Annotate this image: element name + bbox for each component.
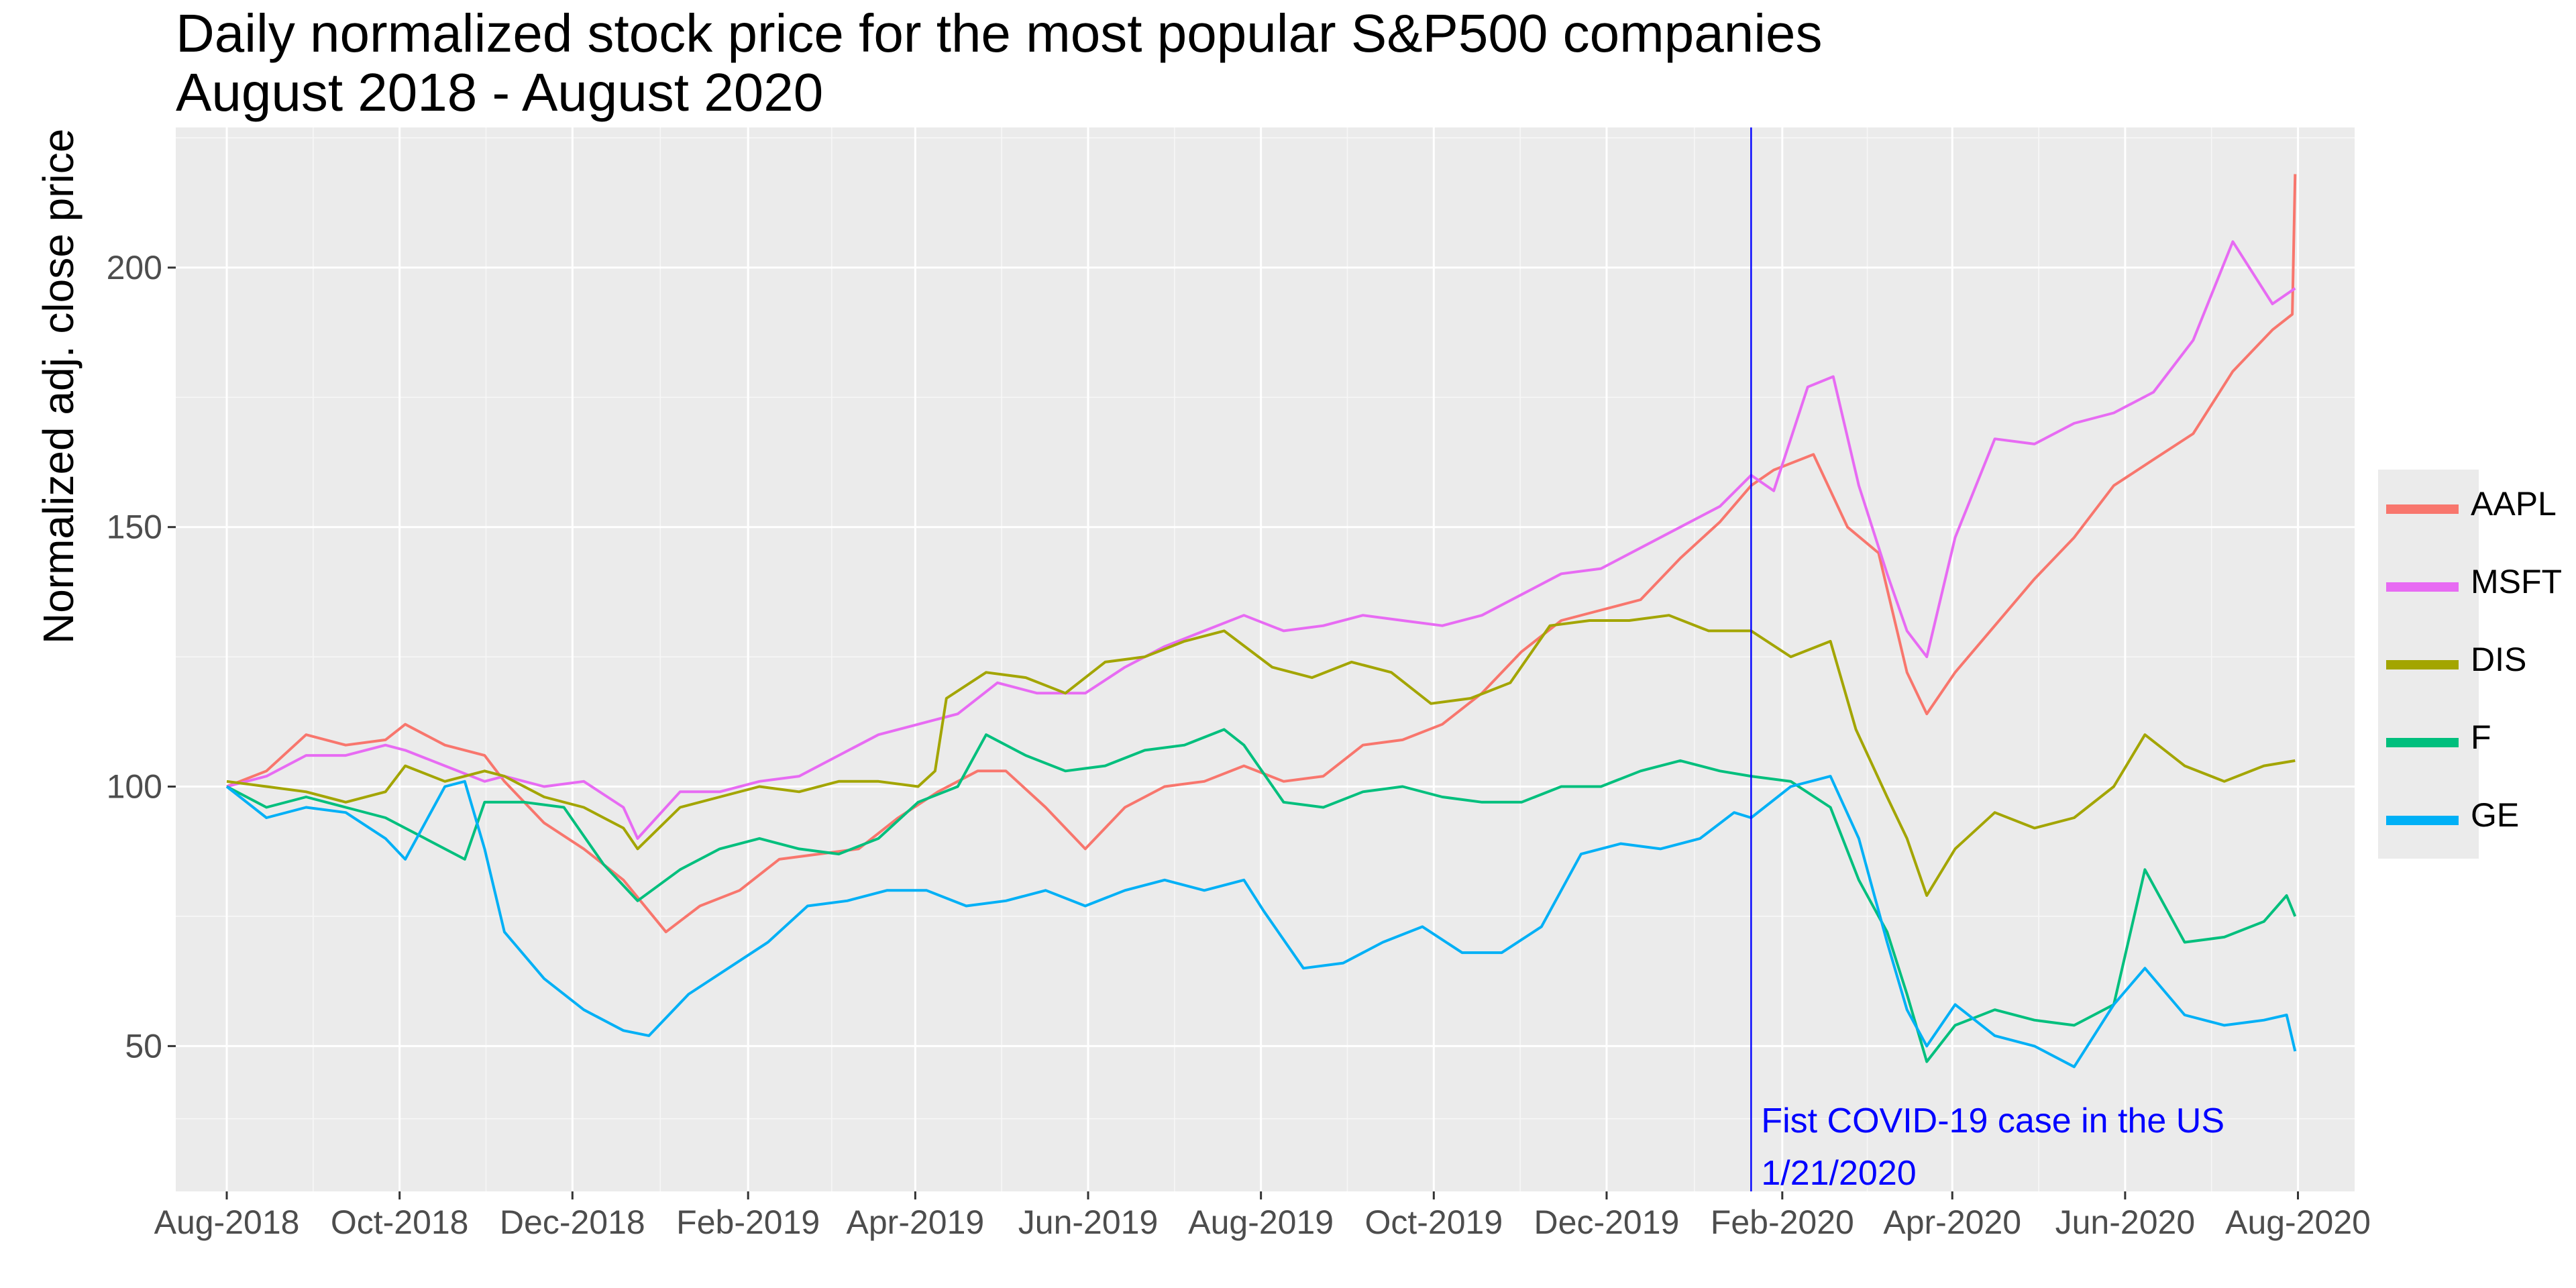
legend-label: AAPL [2471, 485, 2557, 523]
chart-subtitle: August 2018 - August 2020 [176, 62, 824, 122]
legend-label: F [2471, 718, 2491, 756]
legend-swatch [2386, 582, 2459, 592]
y-tick-label: 150 [107, 508, 162, 546]
chart-title-line1: Daily normalized stock price for the mos… [176, 3, 1823, 63]
legend: AAPL MSFT DIS F GE [2378, 470, 2562, 859]
series-line-dis [226, 614, 2296, 897]
series-line-msft [226, 240, 2296, 840]
legend-item-msft: MSFT [2378, 547, 2562, 625]
covid-annotation-date: 1/21/2020 [1761, 1154, 1916, 1193]
x-tick-label: Aug-2019 [1188, 1203, 1334, 1241]
x-tick-label: Feb-2020 [1711, 1203, 1854, 1241]
x-tick-label: Aug-2018 [154, 1203, 300, 1241]
x-tick-label: Oct-2019 [1364, 1203, 1503, 1241]
legend-item-aapl: AAPL [2378, 470, 2557, 547]
series-line-aapl [226, 174, 2297, 934]
x-tick-label: Feb-2019 [676, 1203, 820, 1241]
legend-swatch [2386, 816, 2459, 825]
legend-swatch [2386, 504, 2459, 514]
x-tick-label: Aug-2020 [2225, 1203, 2371, 1241]
chart-title: Daily normalized stock price for the mos… [176, 4, 1823, 122]
covid-annotation-text: Fist COVID-19 case in the US [1761, 1102, 2224, 1140]
series-line-ge [225, 775, 2297, 1069]
legend-swatch [2386, 738, 2459, 747]
legend-label: MSFT [2471, 563, 2563, 600]
legend-item-f: F [2378, 703, 2491, 781]
x-tick-label: Dec-2019 [1534, 1203, 1680, 1241]
legend-swatch [2386, 660, 2459, 669]
series-line-f [226, 728, 2297, 1063]
legend-label: DIS [2471, 641, 2527, 678]
x-tick-label: Jun-2019 [1018, 1203, 1159, 1241]
y-tick-label: 200 [107, 249, 162, 286]
x-tick-label: Jun-2020 [2055, 1203, 2196, 1241]
plot-panel [176, 127, 2355, 1191]
x-tick-label: Oct-2018 [331, 1203, 469, 1241]
y-tick-label: 50 [125, 1027, 162, 1065]
legend-item-ge: GE [2378, 781, 2519, 859]
legend-label: GE [2471, 796, 2520, 834]
x-tick-label: Dec-2018 [500, 1203, 645, 1241]
x-tick-label: Apr-2020 [1883, 1203, 2021, 1241]
legend-item-dis: DIS [2378, 625, 2526, 703]
x-tick-label: Apr-2019 [847, 1203, 985, 1241]
y-tick-label: 100 [107, 768, 162, 806]
